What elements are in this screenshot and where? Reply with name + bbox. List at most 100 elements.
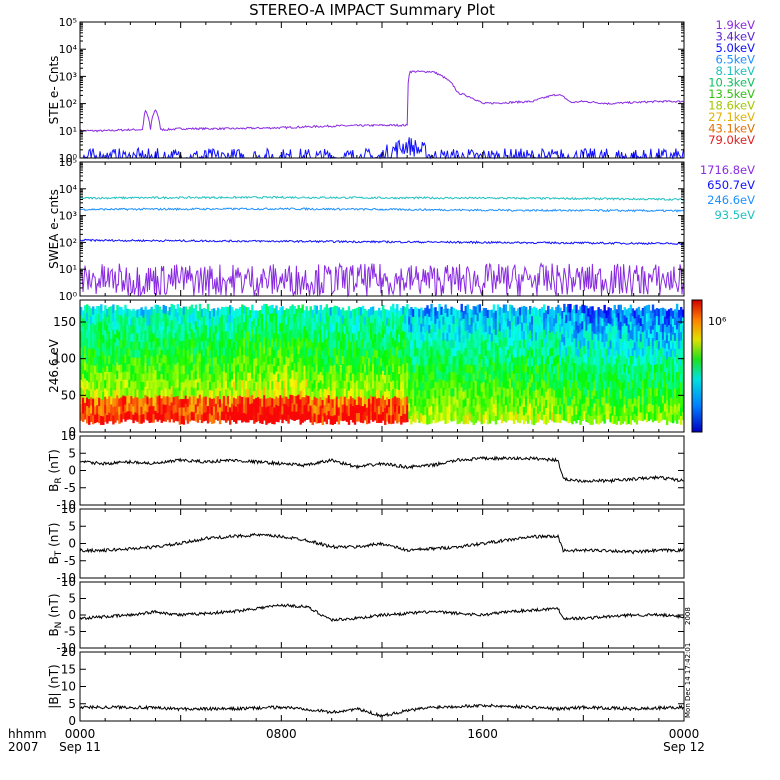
heatmap-cell: [228, 356, 232, 366]
heatmap-cell: [285, 364, 288, 373]
heatmap-cell: [160, 309, 163, 318]
heatmap-cell: [345, 365, 349, 375]
heatmap-cell: [414, 306, 417, 316]
heatmap-cell: [369, 331, 373, 340]
heatmap-cell: [265, 381, 268, 391]
heatmap-cell: [369, 379, 373, 388]
heatmap-cell: [490, 365, 494, 374]
heatmap-cell: [623, 364, 627, 373]
heatmap-cell: [569, 363, 572, 372]
heatmap-cell: [239, 363, 242, 372]
heatmap-cell: [184, 322, 188, 332]
heatmap-cell: [500, 340, 504, 350]
heatmap-cell: [333, 347, 337, 357]
heatmap-cell: [142, 325, 145, 335]
heatmap-cell: [92, 306, 95, 316]
heatmap-cell: [291, 353, 294, 363]
heatmap-cell: [88, 323, 91, 332]
heatmap-cell: [309, 380, 312, 390]
y-tick-label: 10⁰: [59, 152, 78, 165]
heatmap-cell: [279, 307, 282, 316]
heatmap-cell: [196, 398, 200, 407]
heatmap-cell: [375, 398, 379, 407]
heatmap-cell: [593, 364, 596, 373]
heatmap-cell: [577, 403, 580, 413]
heatmap-cell: [452, 364, 455, 373]
heatmap-cell: [174, 412, 178, 421]
heatmap-cell: [210, 407, 214, 416]
heatmap-cell: [655, 364, 659, 373]
heatmap-cell: [631, 348, 635, 357]
heatmap-cell: [382, 370, 385, 380]
heatmap-cell: [295, 308, 298, 317]
heatmap-cell: [573, 396, 576, 405]
heatmap-cell: [86, 397, 89, 407]
heatmap-cell: [245, 356, 248, 365]
heatmap-cell: [313, 380, 316, 389]
heatmap-cell: [379, 406, 383, 415]
heatmap-cell: [257, 334, 260, 343]
heatmap-cell: [677, 325, 681, 334]
heatmap-cell: [198, 320, 202, 329]
heatmap-cell: [412, 381, 415, 390]
heatmap-cell: [561, 396, 564, 405]
heatmap-cell: [563, 345, 566, 355]
heatmap-cell: [599, 374, 602, 383]
heatmap-cell: [319, 388, 322, 398]
heatmap-cell: [615, 342, 618, 351]
heatmap-cell: [120, 413, 123, 423]
heatmap-cell: [206, 320, 210, 330]
heatmap-cell: [220, 347, 224, 356]
heatmap-cell: [639, 333, 643, 343]
heatmap-cell: [190, 411, 194, 421]
heatmap-cell: [267, 364, 270, 374]
heatmap-cell: [639, 388, 643, 398]
heatmap-cell: [273, 374, 276, 384]
heatmap-cell: [297, 305, 300, 314]
heatmap-cell: [104, 363, 107, 373]
heatmap-cell: [647, 321, 651, 330]
y-tick-label: 10¹: [59, 263, 77, 276]
heatmap-cell: [325, 364, 329, 373]
heatmap-cell: [343, 341, 347, 351]
heatmap-cell: [102, 343, 105, 352]
heatmap-cell: [80, 355, 83, 365]
heatmap-cell: [146, 372, 149, 382]
heatmap-cell: [591, 416, 594, 425]
heatmap-cell: [428, 415, 431, 425]
heatmap-cell: [174, 364, 178, 374]
heatmap-cell: [444, 398, 447, 407]
heatmap-cell: [659, 364, 663, 374]
heatmap-cell: [162, 371, 165, 380]
heatmap-cell: [152, 317, 155, 326]
heatmap-cell: [633, 390, 637, 399]
heatmap-cell: [110, 412, 113, 422]
heatmap-cell: [472, 322, 476, 332]
heatmap-cell: [184, 403, 188, 413]
heatmap-cell: [456, 342, 459, 352]
heatmap-cell: [317, 366, 320, 375]
heatmap-cell: [478, 346, 482, 355]
heatmap-cell: [222, 323, 226, 332]
heatmap-cell: [333, 398, 337, 408]
heatmap-cell: [563, 403, 566, 413]
heatmap-cell: [386, 381, 389, 390]
heatmap-cell: [162, 304, 165, 314]
heatmap-cell: [206, 354, 210, 364]
heatmap-cell: [609, 340, 612, 350]
heatmap-cell: [442, 308, 445, 318]
heatmap-cell: [359, 381, 363, 390]
heatmap-cell: [255, 374, 258, 383]
heatmap-cell: [226, 403, 230, 413]
heatmap-cell: [178, 399, 182, 409]
heatmap-cell: [629, 330, 633, 340]
heatmap-cell: [220, 371, 224, 380]
heatmap-cell: [235, 374, 238, 383]
heatmap-cell: [496, 395, 500, 404]
heatmap-cell: [587, 357, 590, 366]
heatmap-cell: [218, 374, 222, 384]
heatmap-cell: [94, 316, 97, 326]
heatmap-cell: [671, 398, 675, 408]
heatmap-cell: [363, 340, 367, 349]
heatmap-cell: [549, 332, 552, 342]
